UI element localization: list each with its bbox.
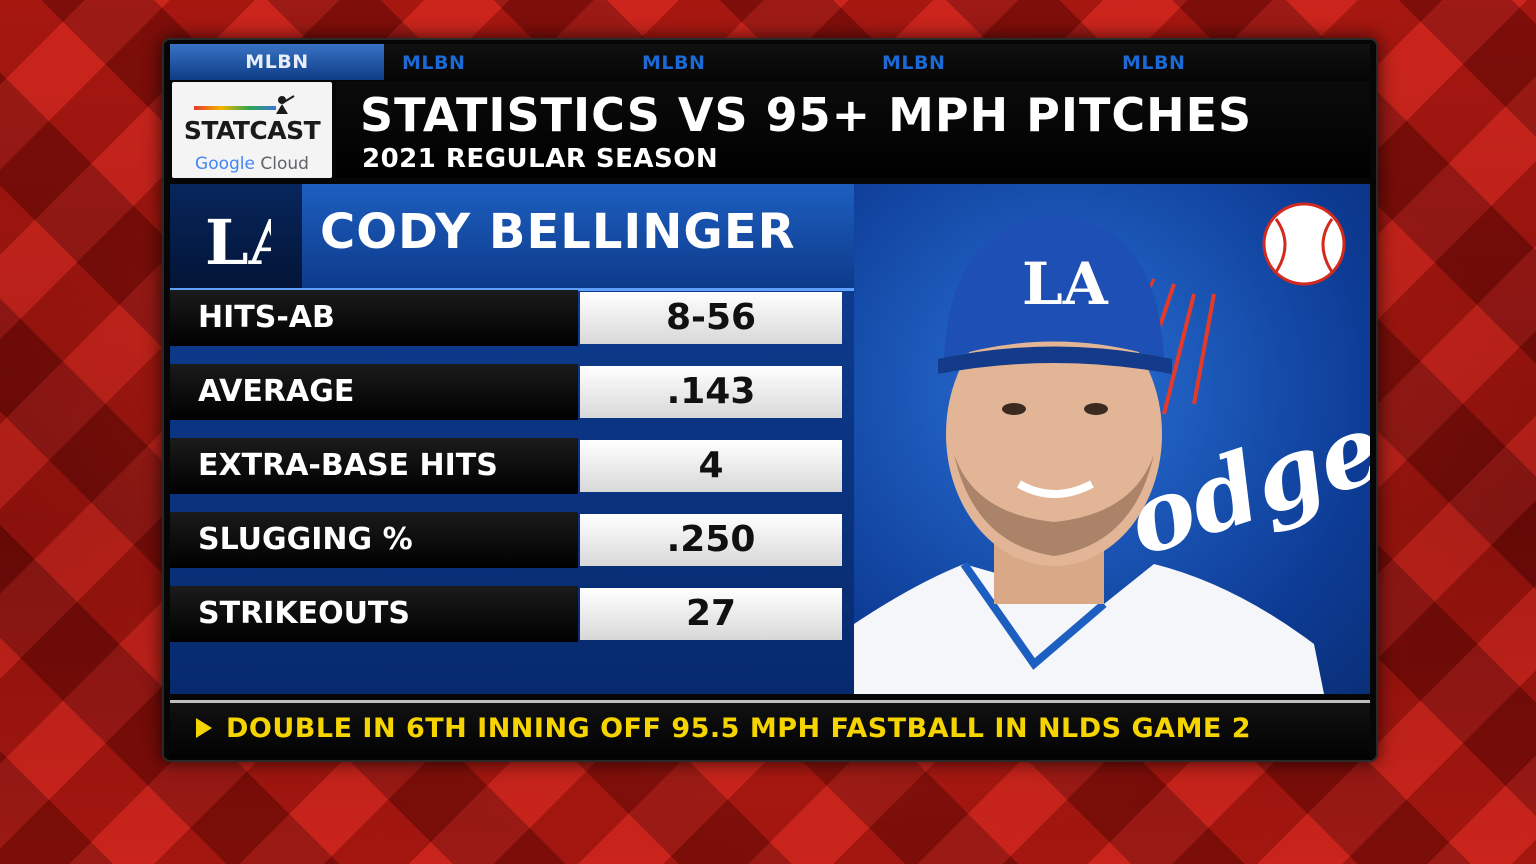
player-photo: odger LA [854, 184, 1370, 694]
stats-graphic-panel: MLBN MLBN MLBN MLBN MLBN STATCAST Google… [162, 38, 1378, 762]
stat-label: STRIKEOUTS [170, 586, 578, 642]
ticker-item-active: MLBN [170, 44, 384, 80]
player-face [946, 302, 1162, 566]
stat-value: 4 [580, 440, 842, 492]
stats-table: LA CODY BELLINGER HITS-AB 8-56 AVERAGE .… [170, 184, 854, 694]
la-logo-icon: LA [205, 206, 271, 276]
graphic-header: STATISTICS VS 95+ MPH PITCHES 2021 REGUL… [336, 82, 1370, 178]
cloud-wordmark: Cloud [260, 154, 309, 174]
bottom-ticker-text: DOUBLE IN 6TH INNING OFF 95.5 MPH FASTBA… [226, 713, 1252, 744]
stat-value: .143 [580, 366, 842, 418]
ticker-item: MLBN [402, 52, 466, 74]
page-subtitle: 2021 REGULAR SEASON [362, 144, 719, 174]
ticker-item: MLBN [1122, 52, 1186, 74]
team-logo: LA [170, 184, 302, 288]
stat-label: AVERAGE [170, 364, 578, 420]
player-name-bar: LA CODY BELLINGER [170, 184, 854, 291]
stat-row: SLUGGING % .250 [170, 512, 854, 568]
stat-row: EXTRA-BASE HITS 4 [170, 438, 854, 494]
svg-text:LA: LA [205, 206, 271, 276]
bottom-ticker: DOUBLE IN 6TH INNING OFF 95.5 MPH FASTBA… [170, 700, 1370, 759]
google-wordmark: Google [195, 154, 255, 174]
stat-value: 8-56 [580, 292, 842, 344]
google-cloud-logo: Google Cloud [172, 154, 332, 174]
stat-value: 27 [580, 588, 842, 640]
stat-row: STRIKEOUTS 27 [170, 586, 854, 642]
cap-logo: LA [1022, 250, 1109, 318]
page-title: STATISTICS VS 95+ MPH PITCHES [360, 88, 1253, 142]
play-arrow-icon [196, 718, 212, 738]
stat-value: .250 [580, 514, 842, 566]
ticker-item: MLBN [642, 52, 706, 74]
stat-row: HITS-AB 8-56 [170, 290, 854, 346]
statcast-logo: STATCAST Google Cloud [172, 82, 332, 178]
batter-icon [268, 94, 296, 121]
player-cap [944, 214, 1164, 359]
stat-label: SLUGGING % [170, 512, 578, 568]
stat-label: HITS-AB [170, 290, 578, 346]
stat-label: EXTRA-BASE HITS [170, 438, 578, 494]
ticker-item: MLBN [882, 52, 946, 74]
statcast-wordmark: STATCAST [183, 116, 321, 145]
logo-rainbow-stripe [194, 106, 276, 110]
player-name: CODY BELLINGER [320, 204, 796, 260]
stat-row: AVERAGE .143 [170, 364, 854, 420]
network-ticker: MLBN MLBN MLBN MLBN MLBN [170, 44, 1370, 80]
jersey-shape [854, 564, 1324, 694]
